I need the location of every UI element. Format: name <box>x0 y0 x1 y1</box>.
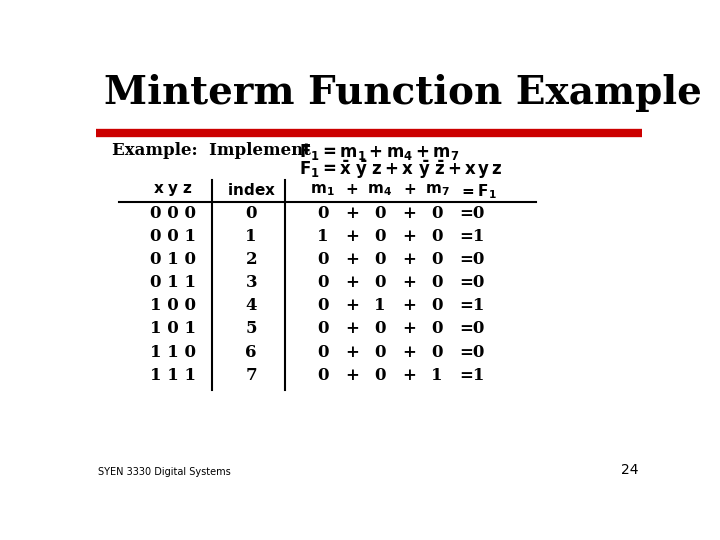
Text: 0: 0 <box>317 320 328 338</box>
Text: 5: 5 <box>246 320 257 338</box>
Text: SYEN 3330 Digital Systems: SYEN 3330 Digital Systems <box>98 467 230 477</box>
Text: +: + <box>345 367 359 383</box>
Text: 2: 2 <box>246 251 257 268</box>
Text: 0: 0 <box>317 343 328 361</box>
Text: $\mathbf{index}$: $\mathbf{index}$ <box>227 182 276 198</box>
Text: 0: 0 <box>374 205 386 222</box>
Text: +: + <box>345 228 359 245</box>
Text: =0: =0 <box>459 251 485 268</box>
Text: 1 0 0: 1 0 0 <box>150 298 196 314</box>
Text: 0: 0 <box>246 205 257 222</box>
Text: +: + <box>345 320 359 338</box>
Text: +: + <box>402 343 416 361</box>
Text: 4: 4 <box>246 298 257 314</box>
Text: 1: 1 <box>246 228 257 245</box>
Text: =0: =0 <box>459 343 485 361</box>
Text: 3: 3 <box>246 274 257 291</box>
Text: 1 1 1: 1 1 1 <box>150 367 196 383</box>
Text: 24: 24 <box>621 463 639 477</box>
Text: $\mathbf{m_7}$: $\mathbf{m_7}$ <box>425 182 449 198</box>
Text: $\mathbf{F_1 = \bar{x}\ \bar{y}\ z + x\ \bar{y}\ \bar{z} + x\,y\,z}$: $\mathbf{F_1 = \bar{x}\ \bar{y}\ z + x\ … <box>300 159 503 181</box>
Text: $\mathbf{x\ y\ z}$: $\mathbf{x\ y\ z}$ <box>153 182 193 198</box>
Text: $\mathbf{m_1}$: $\mathbf{m_1}$ <box>310 182 335 198</box>
Text: 0: 0 <box>374 367 386 383</box>
Text: 1: 1 <box>374 298 386 314</box>
Text: 0: 0 <box>317 251 328 268</box>
Text: =1: =1 <box>459 367 485 383</box>
Text: 0: 0 <box>431 298 443 314</box>
Text: +: + <box>345 205 359 222</box>
Text: 0: 0 <box>431 274 443 291</box>
Text: 0: 0 <box>317 274 328 291</box>
Text: 0: 0 <box>431 320 443 338</box>
Text: +: + <box>345 251 359 268</box>
Text: +: + <box>402 367 416 383</box>
Text: 0: 0 <box>431 251 443 268</box>
Text: 0: 0 <box>374 274 386 291</box>
Text: 1: 1 <box>431 367 443 383</box>
Text: 0: 0 <box>317 298 328 314</box>
Text: $\mathbf{+}$: $\mathbf{+}$ <box>402 182 416 197</box>
Text: +: + <box>345 343 359 361</box>
Text: 0: 0 <box>431 228 443 245</box>
Text: 0: 0 <box>431 343 443 361</box>
Text: 1: 1 <box>317 228 328 245</box>
Text: +: + <box>402 298 416 314</box>
Text: =1: =1 <box>459 228 485 245</box>
Text: $\mathbf{+}$: $\mathbf{+}$ <box>346 182 359 197</box>
Text: 0: 0 <box>374 343 386 361</box>
Text: $\mathbf{F_1 = m_1 + m_4 + m_7}$: $\mathbf{F_1 = m_1 + m_4 + m_7}$ <box>300 142 459 162</box>
Text: 6: 6 <box>246 343 257 361</box>
Text: 0: 0 <box>374 228 386 245</box>
Text: 0: 0 <box>317 367 328 383</box>
Text: 0: 0 <box>374 320 386 338</box>
Text: 7: 7 <box>246 367 257 383</box>
Text: 0: 0 <box>374 251 386 268</box>
Text: 0 1 1: 0 1 1 <box>150 274 196 291</box>
Text: 0 0 0: 0 0 0 <box>150 205 196 222</box>
Text: 1 0 1: 1 0 1 <box>150 320 196 338</box>
Text: +: + <box>345 274 359 291</box>
Text: +: + <box>402 205 416 222</box>
Text: +: + <box>402 251 416 268</box>
Text: 0 0 1: 0 0 1 <box>150 228 196 245</box>
Text: +: + <box>402 274 416 291</box>
Text: +: + <box>402 320 416 338</box>
Text: =1: =1 <box>459 298 485 314</box>
Text: $\mathbf{= F_1}$: $\mathbf{= F_1}$ <box>459 182 497 200</box>
Text: +: + <box>402 228 416 245</box>
Text: =0: =0 <box>459 274 485 291</box>
Text: 1 1 0: 1 1 0 <box>150 343 196 361</box>
Text: =0: =0 <box>459 320 485 338</box>
Text: +: + <box>345 298 359 314</box>
Text: 0 1 0: 0 1 0 <box>150 251 196 268</box>
Text: Example:  Implement: Example: Implement <box>112 142 310 159</box>
Text: 0: 0 <box>317 205 328 222</box>
Text: =0: =0 <box>459 205 485 222</box>
Text: 0: 0 <box>431 205 443 222</box>
Text: Minterm Function Example: Minterm Function Example <box>104 74 702 112</box>
Text: $\mathbf{m_4}$: $\mathbf{m_4}$ <box>367 182 392 198</box>
